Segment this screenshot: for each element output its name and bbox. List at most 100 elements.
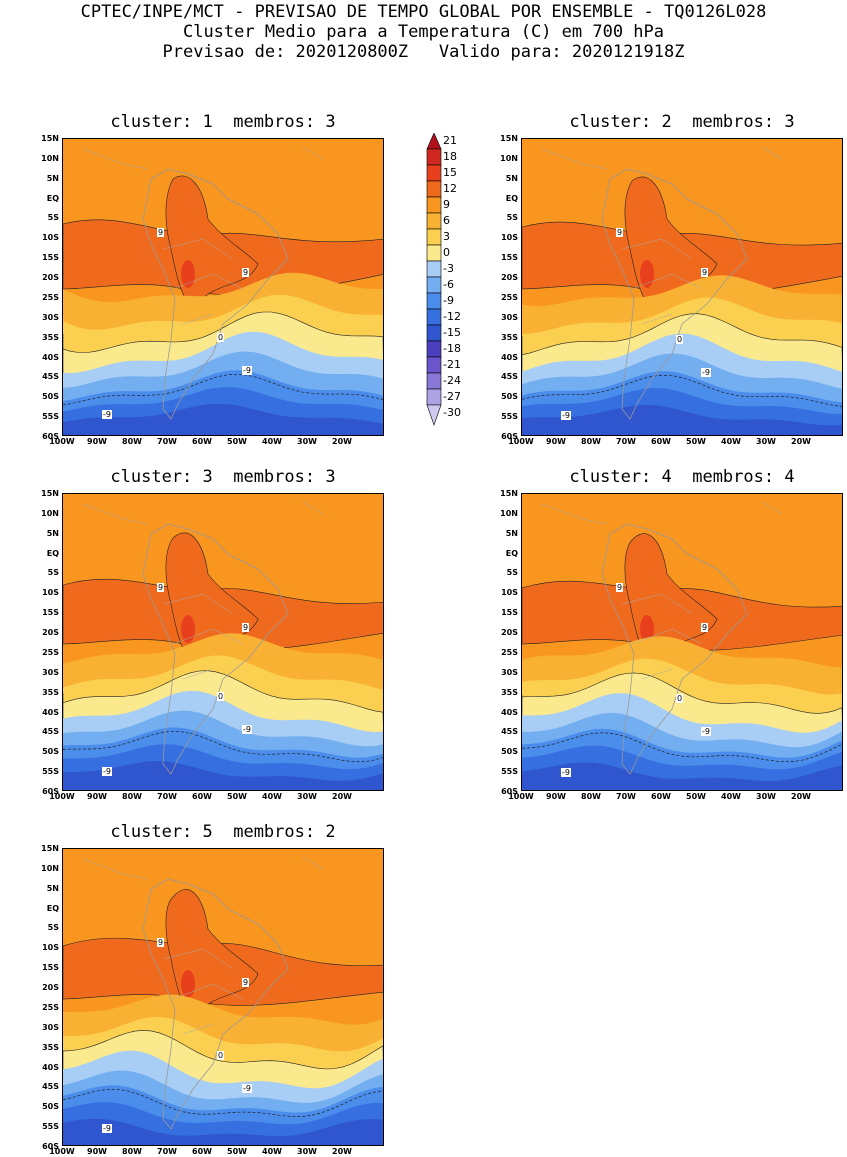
contour-label: -9 [242, 725, 252, 734]
map-field [63, 139, 383, 435]
longitude-label: 30W [756, 437, 776, 446]
panel-title: cluster: 4 membros: 4 [569, 467, 795, 487]
longitude-label: 20W [791, 792, 811, 801]
latitude-label: 5N [505, 528, 518, 538]
colorbar-label: 3 [443, 230, 450, 243]
latitude-label: 30S [42, 312, 59, 322]
colorbar-cell [426, 164, 442, 182]
colorbar-cell [426, 212, 442, 230]
contour-label: 0 [217, 333, 225, 342]
colorbar-label: -27 [443, 390, 461, 403]
contour-label: -9 [701, 727, 711, 736]
latitude-label: EQ [505, 193, 518, 203]
colorbar-cell [426, 228, 442, 246]
panel-title: cluster: 3 membros: 3 [110, 467, 336, 487]
latitude-label: 20S [42, 628, 59, 638]
colorbar-label: 9 [443, 198, 450, 211]
latitude-label: 25S [42, 647, 59, 657]
contour-label: 9 [701, 268, 709, 277]
longitude-label: 50W [227, 1147, 247, 1156]
latitude-label: 10N [500, 508, 518, 518]
latitude-label: 20S [501, 273, 518, 283]
panel-title: cluster: 5 membros: 2 [110, 822, 336, 842]
longitude-label: 60W [651, 437, 671, 446]
contour-label: -9 [701, 368, 711, 377]
contour-label: 9 [157, 228, 165, 237]
contour-label: -9 [242, 366, 252, 375]
latitude-label: 10S [42, 588, 59, 598]
longitude-label: 40W [262, 792, 282, 801]
longitude-label: 60W [192, 1147, 212, 1156]
contour-label: 9 [616, 583, 624, 592]
longitude-label: 60W [192, 792, 212, 801]
latitude-label: 20S [501, 628, 518, 638]
latitude-label: 15S [501, 253, 518, 263]
latitude-label: 35S [42, 687, 59, 697]
colorbar-cell [426, 388, 442, 406]
longitude-label: 90W [87, 792, 107, 801]
contour-label: 9 [157, 583, 165, 592]
colorbar-label: -24 [443, 374, 461, 387]
latitude-label: 35S [501, 332, 518, 342]
latitude-label: 55S [501, 412, 518, 422]
colorbar-label: -30 [443, 406, 461, 419]
header-line-1: CPTEC/INPE/MCT - PREVISAO DE TEMPO GLOBA… [80, 2, 767, 22]
colorbar-label: 6 [443, 214, 450, 227]
latitude-label: 35S [501, 687, 518, 697]
latitude-label: 15N [41, 844, 59, 853]
longitude-label: 80W [581, 792, 601, 801]
latitude-label: 50S [42, 392, 59, 402]
latitude-label: 50S [42, 1102, 59, 1112]
longitude-label: 20W [791, 437, 811, 446]
contour-label: -9 [242, 1084, 252, 1093]
contour-label: 0 [217, 1051, 225, 1060]
colorbar-cell [426, 372, 442, 390]
longitude-label: 80W [122, 792, 142, 801]
panel-title: cluster: 1 membros: 3 [110, 112, 336, 132]
panel-title: cluster: 2 membros: 3 [569, 112, 795, 132]
latitude-label: 30S [501, 667, 518, 677]
colorbar-cell [426, 148, 442, 166]
longitude-label: 100W [49, 1147, 75, 1156]
latitude-label: 50S [501, 747, 518, 757]
colorbar-label: -21 [443, 358, 461, 371]
latitude-label: 40S [501, 352, 518, 362]
latitude-label: 10N [41, 863, 59, 873]
longitude-label: 70W [616, 792, 636, 801]
longitude-label: 100W [49, 792, 75, 801]
latitude-label: 10N [500, 153, 518, 163]
latitude-label: 25S [501, 647, 518, 657]
colorbar-cell [426, 260, 442, 278]
latitude-label: 10S [501, 233, 518, 243]
longitude-label: 50W [686, 792, 706, 801]
latitude-label: 30S [501, 312, 518, 322]
latitude-label: 15S [42, 253, 59, 263]
latitude-label: EQ [46, 903, 59, 913]
latitude-label: 5S [506, 568, 518, 578]
latitude-label: 5N [46, 883, 59, 893]
colorbar-cell [426, 340, 442, 358]
colorbar [425, 132, 485, 447]
longitude-label: 20W [332, 792, 352, 801]
temperature-map [521, 493, 843, 791]
longitude-label: 40W [262, 1147, 282, 1156]
map-field [63, 849, 383, 1145]
temperature-map [62, 138, 384, 436]
colorbar-cell [426, 404, 442, 426]
latitude-label: 20S [42, 273, 59, 283]
longitude-label: 30W [297, 792, 317, 801]
contour-label: 0 [676, 694, 684, 703]
latitude-label: 5S [506, 213, 518, 223]
map-field [63, 494, 383, 790]
latitude-label: 15N [500, 489, 518, 498]
colorbar-label: -3 [443, 262, 454, 275]
latitude-label: 45S [42, 372, 59, 382]
header-line-3: Previsao de: 2020120800Z Valido para: 20… [162, 42, 685, 62]
latitude-label: 10S [42, 233, 59, 243]
colorbar-label: -6 [443, 278, 454, 291]
longitude-label: 50W [686, 437, 706, 446]
latitude-label: 55S [42, 767, 59, 777]
latitude-label: 35S [42, 1042, 59, 1052]
longitude-label: 60W [651, 792, 671, 801]
longitude-label: 40W [721, 792, 741, 801]
